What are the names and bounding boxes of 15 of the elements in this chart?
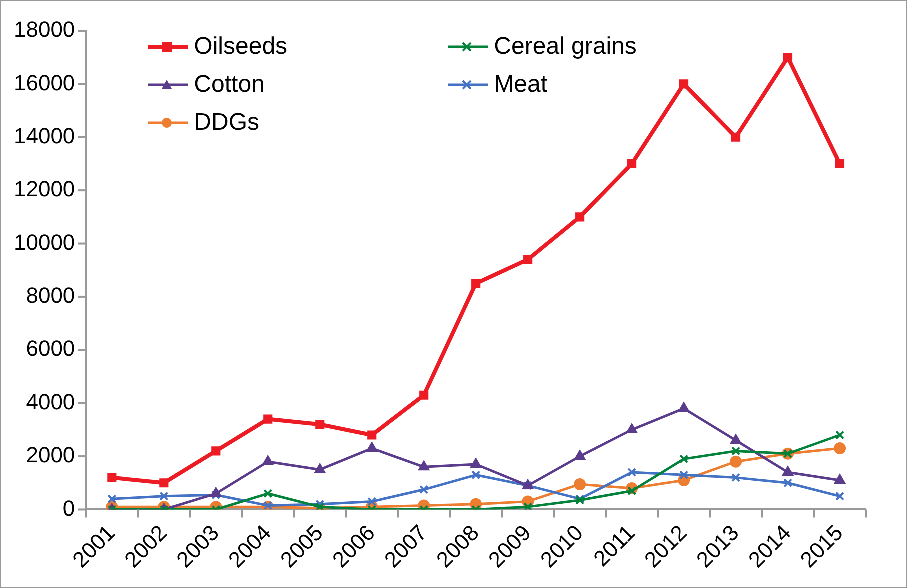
legend-label: Oilseeds [194, 33, 288, 61]
legend-label: Meat [494, 71, 548, 99]
legend-label: DDGs [194, 109, 260, 137]
y-tick-label: 8000 [26, 283, 76, 308]
y-tick-label: 18000 [14, 17, 76, 42]
y-tick-label: 14000 [14, 123, 76, 148]
y-tick-label: 10000 [14, 230, 76, 255]
legend-label: Cotton [194, 71, 265, 99]
y-tick-label: 6000 [26, 336, 76, 362]
y-tick-label: 16000 [14, 70, 76, 96]
legend-label: Cereal grains [494, 33, 637, 61]
y-tick-label: 2000 [26, 442, 76, 468]
y-tick-label: 12000 [14, 176, 76, 202]
y-tick-label: 0 [62, 496, 76, 521]
y-tick-label: 4000 [26, 389, 76, 414]
